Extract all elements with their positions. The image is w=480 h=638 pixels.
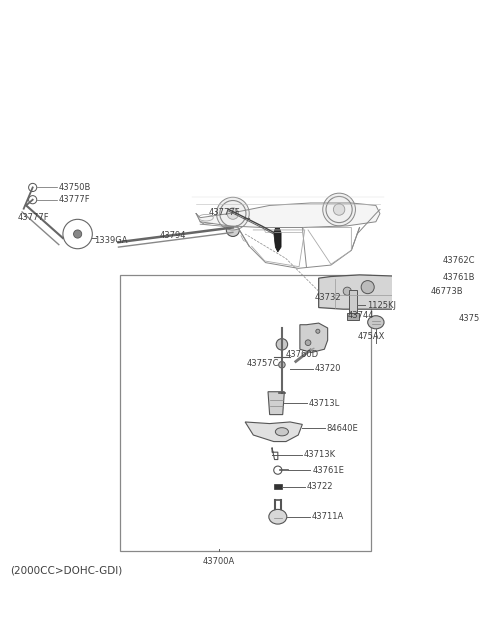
Circle shape — [422, 275, 427, 280]
Circle shape — [419, 271, 432, 284]
Text: 43777F: 43777F — [59, 195, 90, 204]
Bar — [347, 313, 359, 320]
Text: 475AX: 475AX — [358, 332, 385, 341]
Circle shape — [334, 204, 345, 215]
Circle shape — [227, 208, 239, 219]
Text: 43713K: 43713K — [303, 450, 335, 459]
Polygon shape — [274, 228, 281, 252]
Text: (2000CC>DOHC-GDI): (2000CC>DOHC-GDI) — [10, 565, 122, 575]
Bar — [349, 290, 357, 313]
Circle shape — [216, 197, 249, 230]
Text: 43760D: 43760D — [286, 350, 319, 359]
Ellipse shape — [416, 310, 434, 327]
Text: 46773B: 46773B — [431, 286, 463, 296]
Text: 43794: 43794 — [159, 231, 186, 240]
Text: 43720: 43720 — [314, 364, 341, 373]
Ellipse shape — [276, 427, 288, 436]
Text: 1339GA: 1339GA — [94, 236, 128, 245]
Text: 43761B: 43761B — [443, 273, 475, 282]
Text: 84640E: 84640E — [327, 424, 359, 433]
Text: 43762C: 43762C — [443, 256, 475, 265]
Circle shape — [361, 281, 374, 293]
Circle shape — [278, 362, 285, 368]
Circle shape — [343, 287, 351, 295]
Text: 43722: 43722 — [306, 482, 333, 491]
Bar — [120, 275, 371, 551]
Text: 43777F: 43777F — [18, 213, 49, 222]
Text: 43757C: 43757C — [247, 359, 279, 367]
Text: 1125KJ: 1125KJ — [367, 300, 396, 309]
Text: 43777F: 43777F — [208, 208, 240, 218]
Circle shape — [73, 230, 82, 238]
Text: 43744: 43744 — [347, 311, 374, 320]
Circle shape — [323, 193, 355, 226]
Text: 43700A: 43700A — [203, 557, 235, 567]
Polygon shape — [319, 275, 425, 309]
Text: 43732: 43732 — [314, 293, 341, 302]
Ellipse shape — [269, 509, 287, 524]
Polygon shape — [300, 323, 328, 353]
Circle shape — [400, 287, 408, 295]
Text: 43753: 43753 — [458, 314, 480, 323]
Text: 43750B: 43750B — [59, 183, 91, 192]
Circle shape — [305, 340, 311, 346]
Polygon shape — [245, 422, 302, 441]
Text: 43711A: 43711A — [312, 512, 344, 521]
Text: 43761E: 43761E — [312, 466, 344, 475]
Polygon shape — [196, 203, 380, 228]
Ellipse shape — [368, 316, 384, 329]
Circle shape — [316, 329, 320, 333]
Circle shape — [227, 223, 240, 237]
Bar — [274, 484, 282, 489]
Text: 43713L: 43713L — [309, 399, 340, 408]
Circle shape — [276, 339, 288, 350]
Polygon shape — [268, 392, 284, 415]
